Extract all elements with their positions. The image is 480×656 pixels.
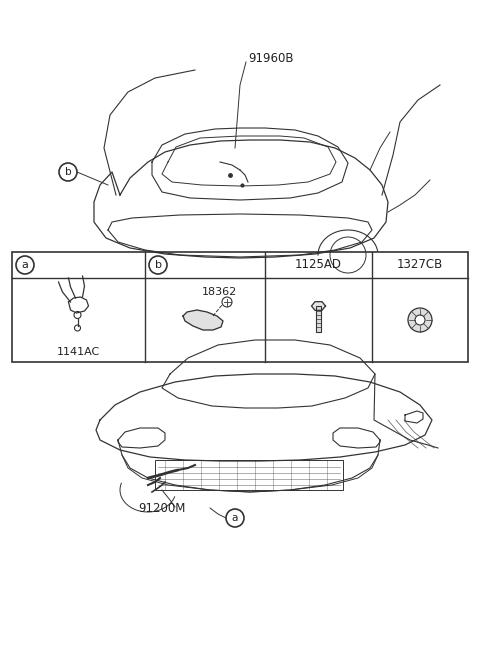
Bar (12, 252, 468, 362)
Circle shape (408, 308, 432, 332)
Text: b: b (65, 167, 72, 177)
Polygon shape (183, 310, 223, 330)
Bar (316, 306, 321, 332)
Text: 91200M: 91200M (138, 501, 186, 514)
Text: 91960B: 91960B (248, 52, 293, 64)
Text: a: a (22, 260, 28, 270)
Polygon shape (312, 302, 325, 310)
Text: 1141AC: 1141AC (57, 347, 100, 357)
Text: 1327CB: 1327CB (397, 258, 443, 272)
Text: a: a (232, 513, 238, 523)
Text: 18362: 18362 (202, 287, 237, 297)
Text: b: b (155, 260, 161, 270)
Circle shape (415, 315, 425, 325)
Text: 1125AD: 1125AD (295, 258, 342, 272)
Bar (155, 460, 343, 490)
